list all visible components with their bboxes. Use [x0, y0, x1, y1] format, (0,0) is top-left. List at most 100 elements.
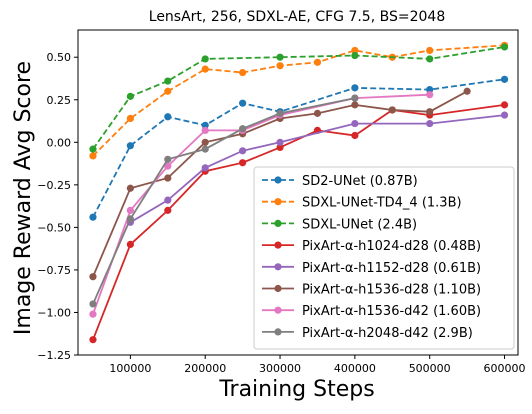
y-tick-label: −1.25 [37, 349, 71, 362]
data-point [164, 87, 172, 95]
data-point [239, 99, 247, 107]
x-tick-label: 600000 [484, 362, 526, 375]
data-point [239, 147, 247, 155]
plot-frame [77, 29, 519, 356]
legend-marker [274, 176, 282, 184]
data-point [201, 55, 209, 63]
legend: SD2-UNet (0.87B) SDXL-UNet-TD4_4 (1.3B) SD… [253, 166, 515, 350]
data-point [463, 87, 471, 95]
data-point [351, 101, 359, 109]
y-tick-label: −1.00 [37, 306, 71, 319]
data-point [89, 273, 97, 281]
series-2 [89, 43, 509, 153]
y-tick-label: −0.50 [37, 221, 71, 234]
data-point [500, 75, 509, 83]
data-point [426, 46, 434, 55]
data-point [164, 162, 172, 170]
legend-label: SDXL-UNet (2.4B) [302, 217, 417, 232]
data-point [201, 145, 209, 153]
x-tick-label: 300000 [259, 362, 301, 375]
data-point [276, 53, 284, 61]
data-point [89, 213, 97, 221]
y-tick-label: −0.75 [37, 264, 71, 277]
data-point [89, 310, 97, 318]
legend-label: SDXL-UNet-TD4_4 (1.3B) [302, 196, 462, 211]
data-point [426, 91, 434, 99]
data-point [500, 43, 509, 51]
y-tick-label: 0.50 [47, 51, 72, 64]
data-point [89, 300, 97, 308]
data-point [351, 119, 359, 128]
series-1 [89, 41, 509, 160]
data-point [239, 68, 247, 77]
data-point [239, 125, 247, 133]
data-point [426, 108, 434, 116]
legend-label: PixArt-α-h1024-d28 (0.48B) [302, 239, 481, 254]
data-point [126, 114, 134, 123]
data-point [126, 184, 134, 192]
data-point [388, 106, 396, 114]
data-point [500, 111, 509, 119]
x-tick-label: 200000 [184, 362, 226, 375]
legend-marker [274, 263, 282, 271]
legend-label: PixArt-α-h1536-d42 (1.60B) [302, 304, 481, 319]
data-point [351, 46, 359, 55]
data-point [89, 145, 97, 153]
data-point [89, 336, 97, 344]
data-point [239, 159, 247, 167]
data-point [126, 215, 134, 223]
data-point [126, 92, 134, 100]
data-point [351, 84, 359, 92]
data-point [126, 240, 134, 248]
data-point [276, 143, 284, 152]
data-point [313, 109, 322, 117]
legend-marker [274, 219, 282, 227]
data-point [351, 51, 359, 60]
data-point [351, 94, 359, 102]
x-tick-label: 400000 [334, 362, 376, 375]
data-point [126, 206, 134, 214]
data-point [276, 62, 284, 70]
legend-label: PixArt-α-h1152-d28 (0.61B) [302, 261, 481, 276]
data-point [201, 138, 209, 146]
legend-label: PixArt-α-h1536-d28 (1.10B) [302, 283, 481, 298]
series-7 [89, 94, 359, 308]
data-point [201, 126, 209, 134]
data-point [201, 121, 209, 129]
legend-label: SD2-UNet (0.87B) [302, 174, 418, 189]
legend-marker [274, 284, 282, 293]
legend-box [253, 166, 515, 350]
y-axis-label: Image Reward Avg Score [11, 61, 36, 335]
x-tick-label: 500000 [409, 362, 451, 375]
data-point [164, 196, 172, 204]
data-point [313, 58, 322, 66]
data-point [426, 119, 434, 128]
data-point [426, 85, 434, 94]
y-tick-label: −0.25 [37, 179, 71, 192]
data-point [164, 206, 172, 214]
series-line [92, 46, 505, 150]
data-point [276, 109, 284, 117]
legend-marker [274, 241, 282, 249]
x-tick-label: 100000 [109, 362, 151, 375]
data-point [164, 174, 172, 182]
legend-label: PixArt-α-h2048-d42 (2.9B) [302, 326, 473, 341]
data-point [164, 77, 172, 85]
data-point [164, 155, 172, 163]
y-tick-label: 0.25 [47, 94, 72, 107]
data-point [89, 152, 97, 160]
data-point [164, 113, 172, 121]
data-point [276, 138, 284, 146]
axes: 100000 200000 300000 400000 500000 600000 −1.2… [37, 29, 526, 375]
plot-area [89, 41, 509, 344]
data-point [426, 55, 434, 63]
x-axis-label: Training Steps [218, 377, 374, 402]
data-point [351, 131, 359, 140]
legend-marker [274, 198, 282, 206]
data-point [500, 101, 509, 109]
data-point [201, 164, 209, 172]
series-line [129, 114, 505, 224]
legend-marker [274, 306, 282, 314]
